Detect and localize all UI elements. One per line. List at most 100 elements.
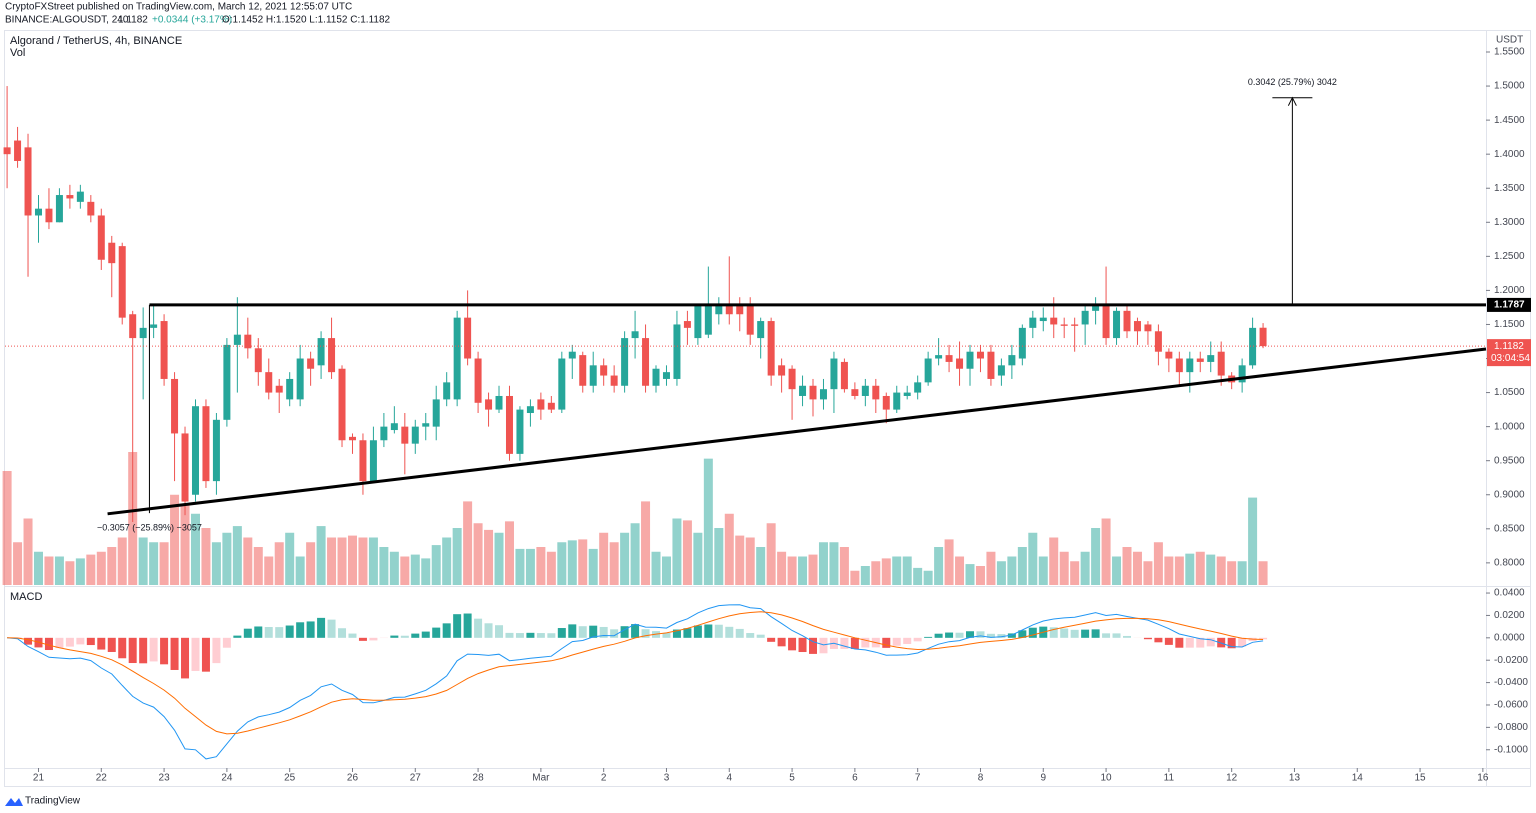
- candle-body: [568, 351, 576, 359]
- candle-body: [338, 368, 346, 441]
- macd-histogram: [1070, 629, 1079, 638]
- x-tick-label: 21: [33, 773, 45, 784]
- macd-histogram: [369, 637, 378, 641]
- candle-body: [1029, 317, 1037, 328]
- macd-histogram: [819, 637, 828, 654]
- macd-y-tick-label: -0.0600: [1494, 700, 1528, 711]
- y-tick-label: 1.1500: [1494, 319, 1525, 330]
- candle-body: [485, 399, 493, 410]
- candle-body: [976, 351, 984, 359]
- macd-histogram: [139, 637, 148, 664]
- volume-bar: [1143, 561, 1153, 585]
- volume-bar: [829, 542, 839, 585]
- macd-histogram: [725, 626, 734, 638]
- volume-bar: [170, 494, 180, 585]
- y-tick-label: 0.9500: [1494, 455, 1525, 466]
- y-tick-label: 1.2000: [1494, 285, 1525, 296]
- volume-bar: [536, 547, 546, 585]
- macd-histogram: [1175, 637, 1184, 648]
- candle-body: [579, 355, 587, 386]
- candle-body: [589, 365, 597, 386]
- macd-histogram: [934, 633, 943, 638]
- macd-histogram: [421, 631, 430, 638]
- volume-bar: [54, 556, 64, 585]
- candle-body: [547, 402, 555, 410]
- macd-histogram: [589, 625, 598, 638]
- x-tick-label: 5: [789, 773, 795, 784]
- candle-body: [851, 389, 859, 396]
- candle-body: [265, 372, 273, 393]
- volume-bar: [839, 547, 849, 585]
- macd-histogram: [97, 637, 106, 650]
- resistance-badge: [1487, 297, 1531, 312]
- volume-bar: [1091, 528, 1101, 585]
- candle-body: [202, 406, 210, 482]
- candle-body: [34, 208, 42, 216]
- candle-body: [537, 399, 545, 410]
- candle-body: [118, 246, 126, 318]
- macd-histogram: [1081, 629, 1090, 638]
- macd-histogram: [903, 637, 912, 644]
- candle-body: [1081, 310, 1089, 325]
- macd-histogram: [662, 633, 671, 638]
- candle-body: [610, 375, 618, 386]
- volume-bar: [630, 523, 640, 585]
- macd-histogram: [160, 637, 169, 665]
- candle-body: [191, 406, 199, 495]
- candle-body: [97, 215, 105, 260]
- candle-body: [652, 368, 660, 386]
- macd-histogram: [390, 635, 399, 638]
- volume-bar: [1206, 554, 1216, 585]
- volume-bar: [389, 551, 399, 585]
- macd-title: MACD: [10, 591, 42, 603]
- volume-bar: [1227, 561, 1237, 585]
- macd-histogram: [358, 637, 367, 641]
- macd-histogram: [275, 627, 284, 638]
- candle-body: [1050, 317, 1058, 325]
- volume-bar: [1101, 518, 1111, 585]
- candle-body: [390, 423, 398, 431]
- candle-body: [24, 147, 32, 216]
- candle-body: [673, 324, 681, 379]
- volume-bar: [641, 501, 651, 585]
- candle-body: [66, 195, 74, 199]
- macd-histogram: [1091, 629, 1100, 638]
- volume-bar: [75, 558, 85, 585]
- volume-bar: [557, 542, 567, 585]
- change: +0.0344 (+3.17%): [152, 15, 232, 26]
- volume-bar: [107, 547, 117, 585]
- volume-bar: [860, 566, 870, 585]
- volume-bar: [1038, 556, 1048, 585]
- volume-bar: [745, 537, 755, 585]
- macd-histogram: [338, 628, 347, 638]
- volume-bar: [138, 537, 148, 585]
- volume-bar: [808, 554, 818, 585]
- volume-bar: [923, 570, 933, 585]
- volume-bar: [180, 504, 190, 585]
- volume-bar: [1237, 561, 1247, 585]
- x-tick-label: 7: [915, 773, 921, 784]
- candle-body: [14, 140, 22, 161]
- volume-bar: [1049, 537, 1059, 585]
- volume-bar: [714, 528, 724, 585]
- volume-bar: [1007, 556, 1017, 585]
- volume-bar: [306, 542, 316, 585]
- candle-body: [642, 338, 650, 386]
- candle-body: [1217, 351, 1225, 376]
- candle-body: [830, 358, 838, 390]
- candle-body: [443, 382, 451, 400]
- volume-bar: [149, 542, 159, 585]
- macd-histogram: [1049, 627, 1058, 638]
- macd-histogram: [285, 625, 294, 638]
- volume-bar: [1248, 497, 1258, 585]
- candle-body: [1238, 365, 1246, 383]
- candle-body: [526, 406, 534, 414]
- x-tick-label: 14: [1352, 773, 1364, 784]
- volume-bar: [588, 548, 598, 585]
- candle-body: [914, 382, 922, 393]
- candle-body: [1123, 310, 1131, 332]
- macd-histogram: [1018, 630, 1027, 638]
- volume-bar: [2, 471, 12, 585]
- macd-histogram: [788, 637, 797, 651]
- y-tick-label: 0.8000: [1494, 558, 1525, 569]
